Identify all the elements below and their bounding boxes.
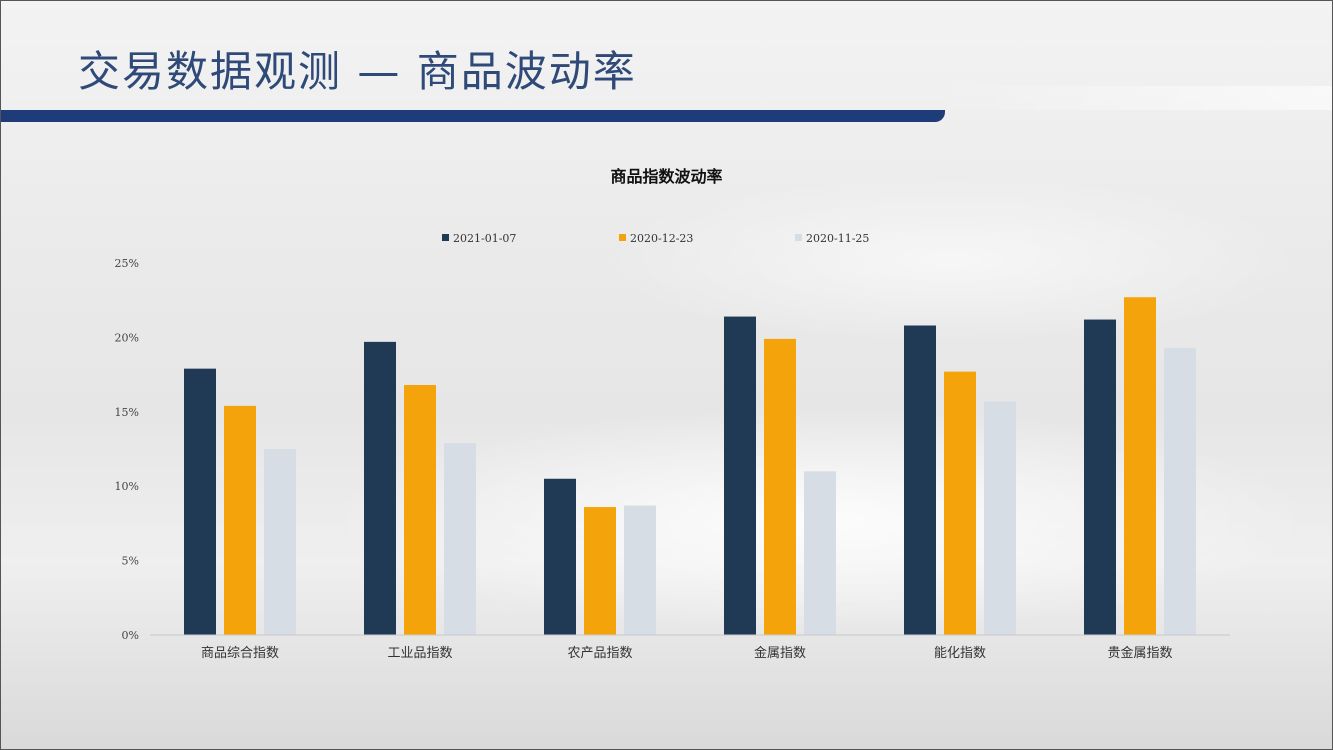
- legend-swatch: [442, 234, 449, 241]
- y-tick-label: 15%: [115, 406, 139, 419]
- x-axis: 商品综合指数 工业品指数 农产品指数 金属指数 能化指数 贵金属指数: [150, 634, 1230, 661]
- x-tick-label: 金属指数: [754, 645, 806, 661]
- x-tick-label: 能化指数: [934, 646, 986, 661]
- legend-label: 2020-11-25: [806, 232, 869, 245]
- x-tick-label: 贵金属指数: [1107, 645, 1172, 661]
- bar: [184, 368, 216, 635]
- bar: [404, 385, 436, 635]
- legend-label: 2021-01-07: [453, 232, 516, 245]
- legend-swatch: [619, 234, 626, 241]
- bar: [444, 443, 476, 635]
- x-tick-label: 工业品指数: [387, 646, 452, 661]
- bar: [584, 507, 616, 635]
- y-tick-label: 5%: [122, 555, 139, 568]
- bar: [984, 401, 1016, 635]
- bar: [904, 325, 936, 635]
- bar: [944, 371, 976, 635]
- bar: [544, 478, 576, 635]
- page-title: 交易数据观测 — 商品波动率: [78, 47, 637, 96]
- y-tick-label: 0%: [122, 629, 139, 642]
- chart-title: 商品指数波动率: [610, 167, 723, 186]
- chart-legend: 2021-01-07 2020-12-23 2020-11-25: [442, 232, 869, 245]
- y-tick-label: 20%: [115, 331, 139, 344]
- y-axis: 0% 5% 10% 15% 20% 25%: [115, 257, 139, 642]
- bar: [1164, 347, 1196, 635]
- bar: [264, 449, 296, 635]
- bar: [364, 341, 396, 635]
- bar-series: [184, 297, 1196, 635]
- bar: [624, 505, 656, 635]
- bar: [804, 471, 836, 635]
- x-tick-label: 商品综合指数: [201, 646, 279, 661]
- bar: [1124, 297, 1156, 635]
- legend-label: 2020-12-23: [630, 232, 693, 245]
- legend-swatch: [795, 234, 802, 241]
- header-highlight: [930, 86, 1333, 110]
- y-tick-label: 10%: [115, 480, 139, 493]
- bar: [1084, 319, 1116, 635]
- bar: [764, 338, 796, 635]
- y-tick-label: 25%: [115, 257, 139, 270]
- bar: [724, 316, 756, 635]
- header-bar: [0, 110, 945, 122]
- x-tick-label: 农产品指数: [567, 646, 632, 661]
- bar: [224, 405, 256, 635]
